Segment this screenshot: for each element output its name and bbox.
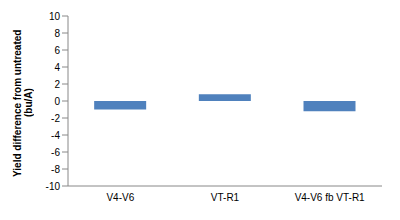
html-text:Yield difference from untreate: Yield difference from untreated (bu/A): [12, 29, 34, 177]
svg-text:V4-V6: V4-V6: [106, 192, 134, 203]
svg-text:-10: -10: [46, 181, 61, 192]
svg-text:-4: -4: [51, 130, 60, 141]
svg-text:10: 10: [49, 11, 61, 22]
svg-text:6: 6: [54, 45, 60, 56]
svg-text:4: 4: [54, 62, 60, 73]
svg-text:2: 2: [54, 79, 60, 90]
svg-text:VT-R1: VT-R1: [211, 192, 240, 203]
svg-text:-6: -6: [51, 147, 60, 158]
svg-text:8: 8: [54, 28, 60, 39]
svg-text:V4-V6 fb VT-R1: V4-V6 fb VT-R1: [295, 192, 365, 203]
svg-text:-2: -2: [51, 113, 60, 124]
svg-text:-8: -8: [51, 164, 60, 175]
svg-text:0: 0: [54, 96, 60, 107]
